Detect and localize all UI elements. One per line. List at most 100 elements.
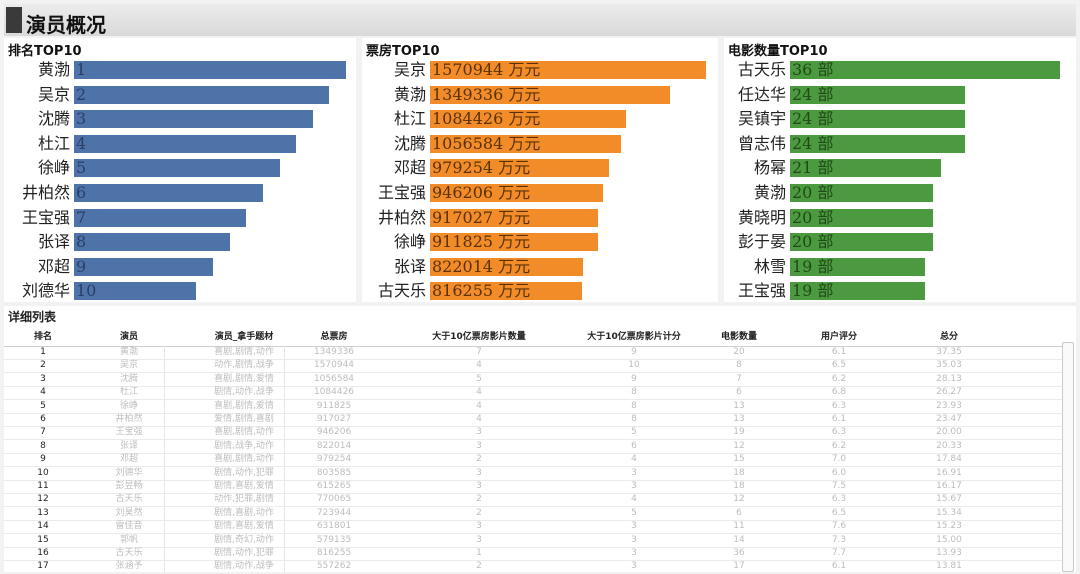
table-row[interactable]: 2 吴京 动作,剧情,战争 1570944 4 10 8 6.5 35.03 xyxy=(4,359,1064,374)
table-cell: 7.0 xyxy=(831,454,847,465)
bar-mark[interactable] xyxy=(74,208,247,227)
table-row[interactable]: 15 郭帆 剧情,奇幻,动作 579135 3 3 14 7.3 15.00 xyxy=(4,533,1064,548)
rank-bar-row[interactable]: 井柏然 6 xyxy=(4,183,356,203)
count-bar-row[interactable]: 曾志伟 24 部 xyxy=(724,134,1076,154)
box-bar-row[interactable]: 沈腾 1056584 万元 xyxy=(362,134,718,154)
table-scrollbar[interactable] xyxy=(1062,342,1074,572)
count-bar-row[interactable]: 杨幂 21 部 xyxy=(724,158,1076,178)
bar-mark[interactable] xyxy=(790,110,965,129)
bar-mark[interactable] xyxy=(74,61,346,79)
bar-mark[interactable] xyxy=(430,233,598,252)
count-bar-row[interactable]: 林雪 19 部 xyxy=(724,257,1076,277)
column-header[interactable]: 大于10亿票房影片计分 xyxy=(587,332,681,342)
rank-bar-row[interactable]: 黄渤 1 xyxy=(4,60,356,80)
count-bar-row[interactable]: 任达华 24 部 xyxy=(724,85,1076,105)
column-header[interactable]: 用户评分 xyxy=(820,332,857,342)
rank-bar-row[interactable]: 吴京 2 xyxy=(4,85,356,105)
rank-bar-row[interactable]: 刘德华 10 xyxy=(4,281,356,301)
bar-mark[interactable] xyxy=(430,159,609,178)
count-bar-row[interactable]: 黄晓明 20 部 xyxy=(724,208,1076,228)
column-header[interactable]: 总票房 xyxy=(320,332,348,342)
table-row[interactable]: 10 刘德华 剧情,动作,犯罪 803585 3 3 18 6.0 16.91 xyxy=(4,466,1064,481)
bar-mark[interactable] xyxy=(790,233,933,252)
bar-mark[interactable] xyxy=(430,184,604,202)
bar-mark[interactable] xyxy=(790,134,965,153)
table-row[interactable]: 14 雷佳音 剧情,喜剧,爱情 631801 3 3 11 7.6 15.23 xyxy=(4,520,1064,535)
count-bar-row[interactable]: 彭于晏 20 部 xyxy=(724,232,1076,252)
bar-mark[interactable] xyxy=(790,85,965,104)
table-cell: 8 xyxy=(631,414,637,424)
bar-mark[interactable] xyxy=(790,208,933,227)
bar-mark[interactable] xyxy=(430,282,582,301)
table-cell: 剧情,喜剧,爱情 xyxy=(204,480,285,493)
box-bar-row[interactable]: 王宝强 946206 万元 xyxy=(362,183,718,203)
table-body[interactable]: 1 黄渤 喜剧,剧情,动作 1349336 7 9 20 6.1 37.35 2 吴京 动作,剧情,战… xyxy=(4,346,1064,572)
bar-mark[interactable] xyxy=(74,184,263,202)
column-header[interactable]: 演员_拿手题材 xyxy=(214,332,274,342)
table-cell: 9 xyxy=(40,454,46,465)
table-row[interactable]: 1 黄渤 喜剧,剧情,动作 1349336 7 9 20 6.1 37.35 xyxy=(4,346,1064,360)
bar-mark[interactable] xyxy=(790,184,933,202)
table-cell: 3 xyxy=(631,521,637,532)
count-bar-row[interactable]: 黄渤 20 部 xyxy=(724,183,1076,203)
box-bar-row[interactable]: 古天乐 816255 万元 xyxy=(362,281,718,301)
rank-bar-row[interactable]: 张译 8 xyxy=(4,232,356,252)
actor-name-label: 王宝强 xyxy=(21,207,70,227)
count-bar-row[interactable]: 王宝强 19 部 xyxy=(724,281,1076,301)
table-cell: 15 xyxy=(37,534,49,545)
table-row[interactable]: 11 彭昱畅 剧情,喜剧,爱情 615265 3 3 18 7.5 16.17 xyxy=(4,480,1064,494)
table-cell: 剧情,动作,犯罪 xyxy=(204,547,285,560)
bar-value-label: 36 部 xyxy=(792,60,834,79)
bar-mark[interactable] xyxy=(74,85,330,104)
rank-bar-row[interactable]: 杜江 4 xyxy=(4,134,356,154)
column-header[interactable]: 电影数量 xyxy=(720,332,757,342)
table-row[interactable]: 7 王宝强 喜剧,剧情,动作 946206 3 5 19 6.3 20.00 xyxy=(4,426,1064,441)
table-row[interactable]: 16 古天乐 剧情,动作,犯罪 816255 1 3 36 7.7 13.93 xyxy=(4,547,1064,561)
rank-bar-row[interactable]: 沈腾 3 xyxy=(4,109,356,129)
bar-mark[interactable] xyxy=(790,257,925,276)
box-bar-row[interactable]: 张译 822014 万元 xyxy=(362,257,718,277)
bar-mark[interactable] xyxy=(430,208,599,227)
bar-mark[interactable] xyxy=(430,134,622,153)
bar-mark[interactable] xyxy=(790,61,1060,79)
bar-mark[interactable] xyxy=(430,257,583,276)
bar-mark[interactable] xyxy=(430,61,706,79)
table-row[interactable]: 13 刘昊然 剧情,喜剧,动作 723944 2 5 6 6.5 15.34 xyxy=(4,506,1064,521)
bar-mark[interactable] xyxy=(430,110,626,129)
table-cell: 徐峥 xyxy=(94,399,165,413)
box-bar-row[interactable]: 邓超 979254 万元 xyxy=(362,158,718,178)
bar-mark[interactable] xyxy=(74,233,230,252)
table-row[interactable]: 5 徐峥 喜剧,剧情,爱情 911825 4 8 13 6.3 23.93 xyxy=(4,399,1064,414)
count-bar-row[interactable]: 古天乐 36 部 xyxy=(724,60,1076,80)
table-row[interactable]: 3 沈腾 喜剧,剧情,爱情 1056584 5 9 7 6.2 28.13 xyxy=(4,372,1064,387)
bar-mark[interactable] xyxy=(74,134,297,153)
rank-bar-row[interactable]: 徐峥 5 xyxy=(4,158,356,178)
bar-mark[interactable] xyxy=(74,257,214,276)
box-bar-row[interactable]: 井柏然 917027 万元 xyxy=(362,208,718,228)
bar-mark[interactable] xyxy=(790,159,941,178)
column-header[interactable]: 大于10亿票房影片数量 xyxy=(432,332,526,342)
table-row[interactable]: 6 井柏然 爱情,剧情,喜剧 917027 4 8 13 6.1 23.47 xyxy=(4,413,1064,427)
column-header[interactable]: 总分 xyxy=(939,332,958,342)
box-bar-row[interactable]: 杜江 1084426 万元 xyxy=(362,109,718,129)
table-row[interactable]: 12 古天乐 动作,犯罪,剧情 770065 2 4 12 6.3 15.67 xyxy=(4,493,1064,508)
count-bar-row[interactable]: 吴镇宇 24 部 xyxy=(724,109,1076,129)
rank-bar-row[interactable]: 邓超 9 xyxy=(4,257,356,277)
bar-mark[interactable] xyxy=(790,282,925,301)
column-header[interactable]: 排名 xyxy=(33,332,52,342)
rank-bar-row[interactable]: 王宝强 7 xyxy=(4,208,356,228)
column-header[interactable]: 演员 xyxy=(119,332,138,342)
bar-mark[interactable] xyxy=(74,110,313,129)
box-bar-row[interactable]: 吴京 1570944 万元 xyxy=(362,60,718,80)
table-cell: 17 xyxy=(733,561,745,572)
table-row[interactable]: 8 张译 剧情,战争,动作 822014 3 6 12 6.2 20.33 xyxy=(4,439,1064,454)
box-bar-row[interactable]: 徐峥 911825 万元 xyxy=(362,232,718,252)
table-cell: 10 xyxy=(628,360,640,371)
table-row[interactable]: 9 邓超 喜剧,剧情,动作 979254 2 4 15 7.0 17.84 xyxy=(4,453,1064,468)
bar-mark[interactable] xyxy=(74,159,280,178)
table-row[interactable]: 17 张涵予 剧情,动作,战争 557262 2 3 17 6.1 13.81 xyxy=(4,560,1064,572)
table-row[interactable]: 4 杜江 剧情,动作,战争 1084426 4 8 6 6.8 26.27 xyxy=(4,386,1064,401)
box-bar-row[interactable]: 黄渤 1349336 万元 xyxy=(362,85,718,105)
bar-mark[interactable] xyxy=(430,85,670,104)
bar-mark[interactable] xyxy=(74,282,197,301)
